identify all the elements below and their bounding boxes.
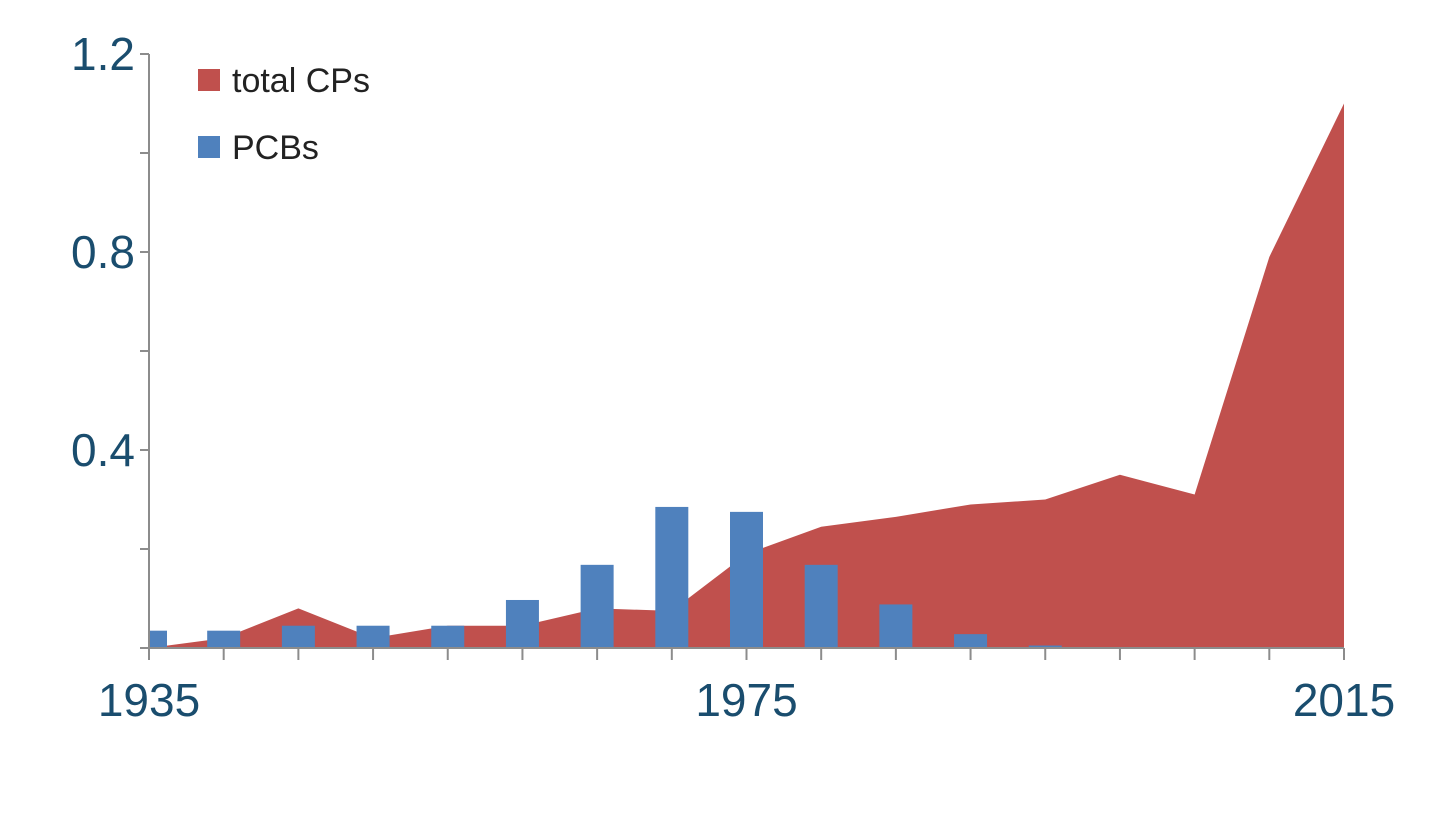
legend-swatch-total-cps (198, 69, 220, 91)
legend-label-pcbs: PCBs (232, 129, 319, 167)
label-layer: 0.4 0.8 1.2 1935 1975 2015 (71, 28, 1395, 726)
bar-pcbs (505, 599, 539, 648)
bar-pcbs (281, 625, 315, 648)
axes-layer (140, 53, 1345, 660)
bar-pcbs (730, 511, 763, 648)
legend-label-total-cps: total CPs (232, 62, 370, 100)
x-tick-label: 2015 (1293, 674, 1395, 726)
legend: total CPs PCBs (198, 62, 370, 167)
bar-pcbs (804, 564, 838, 648)
bar-pcbs (1028, 645, 1062, 648)
y-tick-label: 1.2 (71, 28, 135, 80)
area-layer (149, 103, 1344, 648)
bar-pcbs (879, 604, 913, 648)
y-tick-label: 0.8 (71, 226, 135, 278)
bar-pcbs (580, 564, 614, 648)
y-tick-label: 0.4 (71, 424, 135, 476)
bar-pcbs (431, 625, 465, 648)
bar-pcbs (954, 634, 988, 648)
x-tick-label: 1935 (98, 674, 200, 726)
bar-pcbs (207, 630, 241, 648)
x-tick-label: 1975 (695, 674, 797, 726)
legend-swatch-pcbs (198, 136, 220, 158)
bar-layer (149, 506, 1062, 648)
bar-pcbs (655, 506, 689, 648)
area-total-cps (149, 103, 1344, 648)
bar-pcbs (149, 630, 167, 648)
bar-pcbs (356, 625, 390, 648)
